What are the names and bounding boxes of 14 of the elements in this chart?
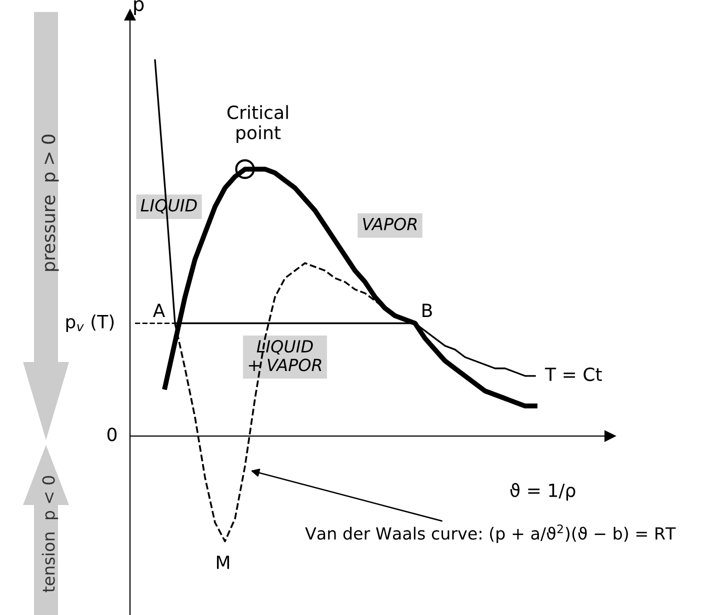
- annotation: LIQUID + VAPOR: [248, 340, 322, 372]
- annotation: A: [152, 304, 166, 317]
- annotation: Critical point: [227, 105, 288, 143]
- text: 0: [107, 428, 117, 442]
- text: p$_{v}$ (T): [66, 314, 114, 332]
- x-axis-title: ϑ = 1/ρ: [510, 483, 576, 501]
- series-label: T = Ct: [544, 367, 602, 382]
- y-axis-title: p: [134, 0, 144, 15]
- text: tension p < 0: [42, 476, 58, 592]
- annotation: Van der Waals curve: (p + a/ϑ$^{2}$)(ϑ − b) = RT: [305, 524, 676, 543]
- text: M: [216, 556, 230, 569]
- text: pressure p > 0: [42, 134, 59, 271]
- annotation: B: [422, 304, 432, 317]
- annotation: VAPOR: [363, 218, 417, 230]
